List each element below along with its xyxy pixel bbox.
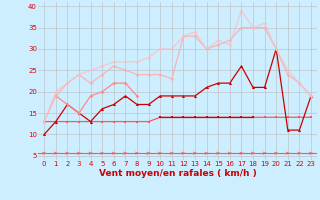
X-axis label: Vent moyen/en rafales ( km/h ): Vent moyen/en rafales ( km/h ) — [99, 169, 256, 178]
